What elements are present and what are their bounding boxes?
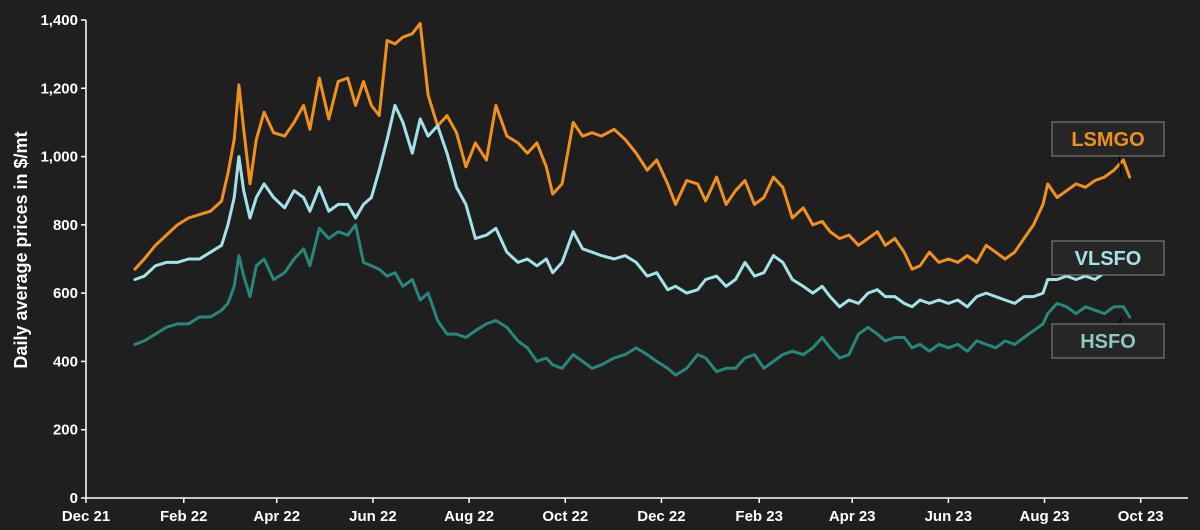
x-tick-label: Jun 22 <box>349 508 397 525</box>
series-labels: LSMGO VLSFO HSFO <box>1051 121 1165 359</box>
label-box <box>1051 323 1165 359</box>
y-tick-label: 1,400 <box>40 12 78 29</box>
x-tick-label: Oct 22 <box>542 508 588 525</box>
series-line-lsmgo <box>133 21 1132 271</box>
label-box <box>1051 121 1165 157</box>
label-text: HSFO <box>1080 331 1136 353</box>
x-tick-label: Feb 23 <box>735 508 783 525</box>
series-line-hsfo <box>133 223 1132 377</box>
x-tick-label: Oct 23 <box>1118 508 1164 525</box>
x-tick-label: Apr 23 <box>829 508 876 525</box>
y-tick-label: 1,200 <box>40 80 78 97</box>
label-lsmgo: LSMGO <box>1051 121 1165 178</box>
y-tick-label: 0 <box>70 490 78 507</box>
series-lines <box>133 21 1132 377</box>
x-tick-label: Aug 22 <box>444 508 494 525</box>
label-text: LSMGO <box>1071 129 1144 151</box>
x-tick-label: Dec 21 <box>62 508 110 525</box>
label-vlsfo: VLSFO <box>1051 240 1165 276</box>
label-hsfo: HSFO <box>1051 316 1165 359</box>
label-leader-line <box>1118 155 1123 178</box>
y-axis-title: Daily average prices in $/mt <box>11 131 31 368</box>
label-box <box>1051 240 1165 276</box>
y-tick-label: 1,000 <box>40 149 78 166</box>
label-leader-line <box>1118 316 1123 325</box>
x-tick-label: Apr 22 <box>253 508 300 525</box>
x-tick-label: Feb 22 <box>160 508 208 525</box>
label-text: VLSFO <box>1075 248 1142 270</box>
x-ticks: Dec 21 Feb 22 Apr 22 Jun 22 Aug 22 Oct 22 Dec … <box>62 498 1164 525</box>
y-ticks: 0 200 400 600 800 1,000 1,200 1,400 <box>40 12 86 507</box>
y-tick-label: 200 <box>53 422 78 439</box>
x-tick-label: Dec 22 <box>637 508 685 525</box>
y-tick-label: 800 <box>53 217 78 234</box>
y-tick-label: 400 <box>53 353 78 370</box>
x-tick-label: Jun 23 <box>925 508 973 525</box>
x-tick-label: Aug 23 <box>1020 508 1070 525</box>
y-tick-label: 600 <box>53 285 78 302</box>
series-line-vlsfo <box>133 103 1132 309</box>
axes: 0 200 400 600 800 1,000 1,200 1,400 Dec 21 Feb 2… <box>11 12 1188 525</box>
